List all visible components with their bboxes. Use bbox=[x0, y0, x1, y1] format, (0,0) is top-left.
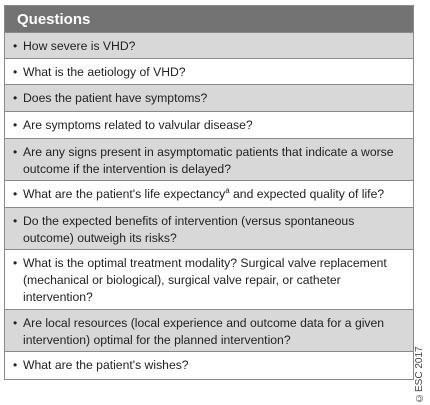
table-row: • Are any signs present in asymptomatic … bbox=[5, 139, 413, 181]
table-header: Questions bbox=[5, 6, 413, 33]
bullet: • bbox=[13, 358, 18, 372]
question-text: Does the patient have symptoms? bbox=[23, 91, 208, 105]
table-row: • What are the patient's wishes? bbox=[5, 352, 413, 379]
question-text: What are the patient's wishes? bbox=[23, 358, 189, 372]
bullet: • bbox=[13, 145, 18, 159]
bullet: • bbox=[13, 214, 18, 228]
question-text: Are local resources (local experience an… bbox=[23, 316, 385, 347]
table-row: • What is the optimal treatment modality… bbox=[5, 250, 413, 310]
questions-table: Questions • How severe is VHD? • What is… bbox=[4, 5, 414, 380]
table-row: • Are symptoms related to valvular disea… bbox=[5, 112, 413, 139]
question-text-part: and expected quality of life? bbox=[229, 187, 385, 201]
table-row: • How severe is VHD? bbox=[5, 33, 413, 59]
question-text-part: What are the patient's life expectancy bbox=[23, 187, 226, 201]
question-text: What is the optimal treatment modality? … bbox=[23, 256, 387, 304]
bullet: • bbox=[13, 39, 18, 53]
bullet: • bbox=[13, 256, 18, 270]
table-row: • What is the aetiology of VHD? bbox=[5, 59, 413, 85]
bullet: • bbox=[13, 118, 18, 132]
table-row: • What are the patient's life expectancy… bbox=[5, 181, 413, 208]
bullet: • bbox=[13, 316, 18, 330]
question-text: How severe is VHD? bbox=[23, 39, 136, 53]
bullet: • bbox=[13, 187, 18, 201]
question-text: Do the expected benefits of intervention… bbox=[23, 214, 355, 245]
table-row: • Are local resources (local experience … bbox=[5, 310, 413, 352]
copyright-notice: ©ESC 2017 bbox=[414, 346, 425, 403]
question-text: Are symptoms related to valvular disease… bbox=[23, 118, 253, 132]
question-text: Are any signs present in asymptomatic pa… bbox=[23, 145, 394, 176]
footnote-marker: a bbox=[225, 185, 230, 195]
bullet: • bbox=[13, 65, 18, 79]
bullet: • bbox=[13, 91, 18, 105]
question-text: What are the patient's life expectancya … bbox=[23, 186, 405, 203]
question-text: What is the aetiology of VHD? bbox=[23, 65, 186, 79]
table-row: • Does the patient have symptoms? bbox=[5, 85, 413, 112]
table-row: • Do the expected benefits of interventi… bbox=[5, 208, 413, 250]
